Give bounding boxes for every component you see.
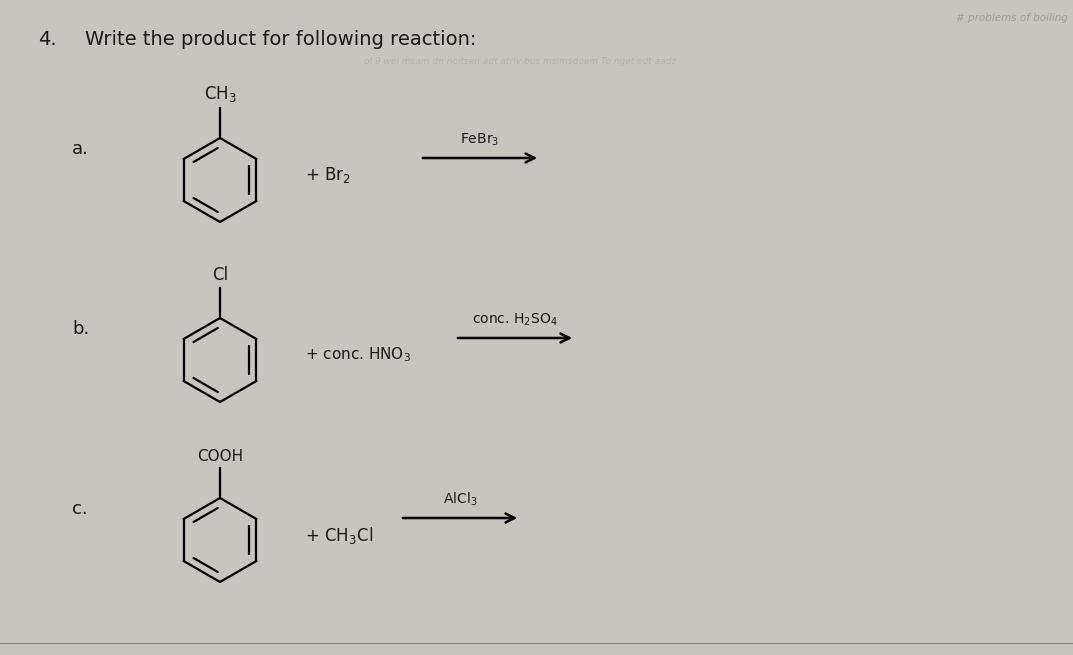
Text: conc. H$_2$SO$_4$: conc. H$_2$SO$_4$: [472, 312, 558, 328]
Text: ol 9 wel msam dn noitsen adt atriv bus msimsdoem To nget edt aadz: ol 9 wel msam dn noitsen adt atriv bus m…: [364, 57, 676, 66]
Text: a.: a.: [72, 140, 89, 158]
Text: 4.: 4.: [38, 30, 57, 49]
Text: b.: b.: [72, 320, 89, 338]
Text: Write the product for following reaction:: Write the product for following reaction…: [85, 30, 476, 49]
Text: AlCl$_3$: AlCl$_3$: [443, 491, 477, 508]
Text: c.: c.: [72, 500, 88, 518]
Text: COOH: COOH: [197, 449, 244, 464]
Text: + CH$_3$Cl: + CH$_3$Cl: [305, 525, 373, 546]
Text: + conc. HNO$_3$: + conc. HNO$_3$: [305, 346, 411, 364]
Text: CH$_3$: CH$_3$: [204, 84, 236, 104]
Text: + Br$_2$: + Br$_2$: [305, 165, 351, 185]
Text: Cl: Cl: [212, 266, 229, 284]
Text: # problems of boiling: # problems of boiling: [956, 13, 1068, 23]
Text: FeBr$_3$: FeBr$_3$: [460, 132, 500, 148]
